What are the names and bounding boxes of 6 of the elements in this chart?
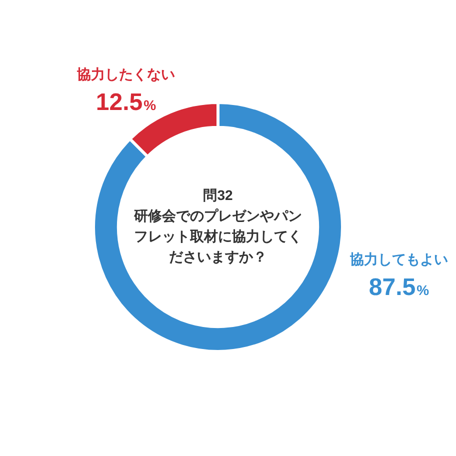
slice-label: 協力してもよい: [349, 250, 448, 267]
text: 研修会でのプレゼンやパンフレット取材に協力してくださいますか？: [133, 208, 302, 265]
data-label: 12.5%: [96, 89, 157, 116]
text: 問32: [203, 187, 233, 204]
data-label: 87.5%: [368, 274, 430, 301]
slice-label: 協力したくない: [76, 66, 175, 82]
